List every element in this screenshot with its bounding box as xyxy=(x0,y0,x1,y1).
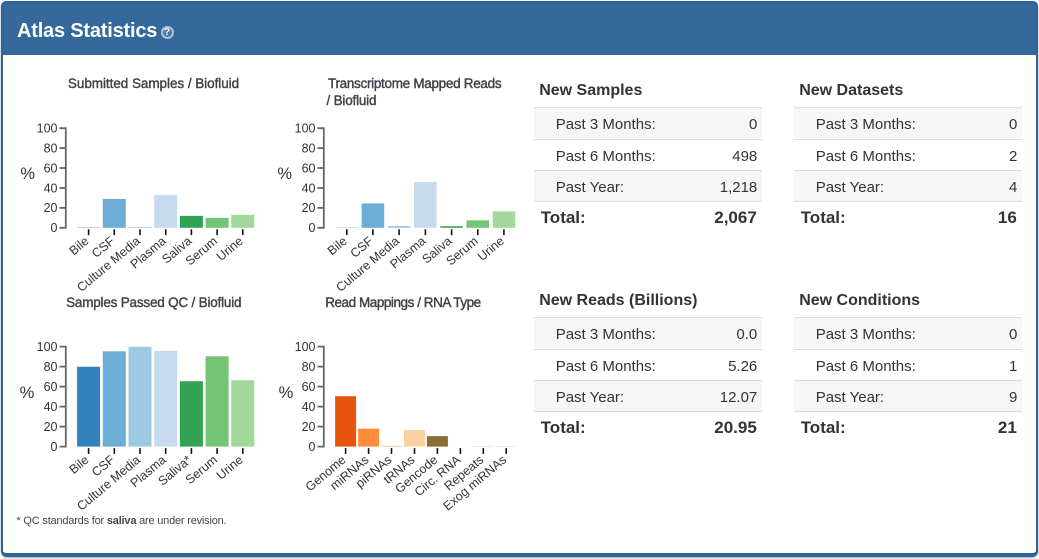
svg-text:%: % xyxy=(20,384,35,402)
svg-text:80: 80 xyxy=(302,141,316,155)
svg-text:%: % xyxy=(279,384,294,402)
svg-text:Read Mappings / RNA Type: Read Mappings / RNA Type xyxy=(325,295,481,310)
svg-text:20: 20 xyxy=(302,201,316,215)
svg-text:Bile: Bile xyxy=(67,234,92,258)
svg-text:100: 100 xyxy=(37,340,58,354)
svg-text:40: 40 xyxy=(302,181,316,195)
svg-text:%: % xyxy=(20,165,35,183)
svg-text:40: 40 xyxy=(44,400,58,414)
svg-text:Transcriptome Mapped Reads: Transcriptome Mapped Reads xyxy=(328,76,502,91)
svg-text:Bile: Bile xyxy=(325,234,350,258)
svg-text:Submitted Samples / Biofluid: Submitted Samples / Biofluid xyxy=(68,76,239,91)
svg-text:Samples Passed QC / Biofluid: Samples Passed QC / Biofluid xyxy=(66,295,241,310)
svg-text:20: 20 xyxy=(302,420,316,434)
svg-text:Urine: Urine xyxy=(214,234,246,264)
svg-text:60: 60 xyxy=(44,161,58,175)
svg-text:/ Biofluid: / Biofluid xyxy=(327,93,377,108)
svg-text:100: 100 xyxy=(295,122,316,136)
svg-text:0: 0 xyxy=(309,440,316,454)
svg-text:40: 40 xyxy=(44,181,58,195)
svg-text:40: 40 xyxy=(302,400,316,414)
svg-text:Bile: Bile xyxy=(67,453,92,477)
svg-text:80: 80 xyxy=(302,360,316,374)
svg-text:0: 0 xyxy=(309,221,316,235)
svg-text:20: 20 xyxy=(44,201,58,215)
svg-text:Urine: Urine xyxy=(214,453,246,483)
svg-text:Urine: Urine xyxy=(475,234,507,264)
svg-text:60: 60 xyxy=(302,161,316,175)
svg-text:80: 80 xyxy=(44,360,58,374)
svg-text:100: 100 xyxy=(295,340,316,354)
svg-text:20: 20 xyxy=(44,420,58,434)
svg-text:%: % xyxy=(277,165,292,183)
svg-text:60: 60 xyxy=(44,380,58,394)
svg-text:0: 0 xyxy=(51,221,58,235)
svg-text:100: 100 xyxy=(37,122,58,136)
svg-text:0: 0 xyxy=(51,440,58,454)
svg-text:80: 80 xyxy=(44,141,58,155)
svg-text:60: 60 xyxy=(302,380,316,394)
